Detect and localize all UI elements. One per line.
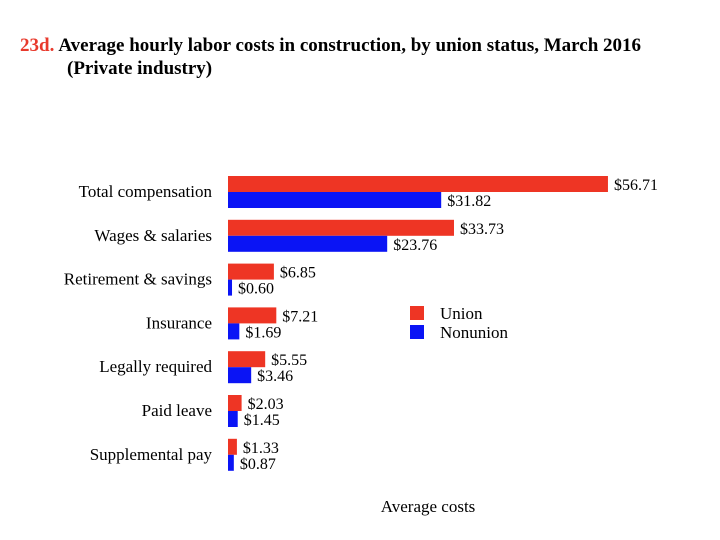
chart-title: 23d. Average hourly labor costs in constr… <box>20 34 641 80</box>
data-label: $5.55 <box>271 352 307 369</box>
category-label: Insurance <box>146 313 212 332</box>
bar-union <box>228 438 237 455</box>
category-label: Supplemental pay <box>90 445 213 464</box>
category-label: Legally required <box>99 357 212 376</box>
bar-nonunion <box>228 279 233 296</box>
data-label: $1.33 <box>243 440 279 457</box>
bar-union <box>228 176 608 192</box>
chart-title-text: Average hourly labor costs in constructi… <box>58 35 642 56</box>
legend-swatch-nonunion <box>410 325 424 339</box>
bar-union <box>228 219 454 236</box>
data-label: $33.73 <box>460 221 504 238</box>
category-label: Total compensation <box>79 182 213 201</box>
category-label: Retirement & savings <box>64 270 212 289</box>
category-label: Wages & salaries <box>94 226 212 245</box>
data-label: $2.03 <box>248 396 284 413</box>
bar-nonunion <box>228 235 388 252</box>
data-label: $0.87 <box>240 456 276 473</box>
bar-nonunion <box>228 192 442 208</box>
bar-union <box>228 307 277 324</box>
bar-union <box>228 351 266 368</box>
bars-group: Total compensation $56.71 $31.82 Wages & sa… <box>64 176 658 473</box>
bar-union <box>228 395 242 411</box>
data-label: $3.46 <box>257 368 293 385</box>
data-label: $1.45 <box>244 412 280 429</box>
data-label: $1.69 <box>245 324 281 341</box>
category-label: Paid leave <box>142 401 212 420</box>
data-label: $31.82 <box>447 193 491 210</box>
chart-subtitle: (Private industry) <box>67 58 213 79</box>
legend-label: Nonunion <box>440 323 509 342</box>
data-label: $0.60 <box>238 281 274 298</box>
legend-swatch-union <box>410 306 424 320</box>
data-label: $7.21 <box>282 308 318 325</box>
bar-nonunion <box>228 367 252 384</box>
bar-nonunion <box>228 454 234 471</box>
bar-nonunion <box>228 411 238 427</box>
bar-union <box>228 263 274 280</box>
legend-label: Union <box>440 304 483 323</box>
data-label: $6.85 <box>280 265 316 282</box>
x-axis-label: Average costs <box>381 497 476 516</box>
data-label: $23.76 <box>393 237 437 254</box>
bar-nonunion <box>228 323 240 340</box>
chart-number: 23d. <box>20 35 55 56</box>
data-label: $56.71 <box>614 177 658 194</box>
